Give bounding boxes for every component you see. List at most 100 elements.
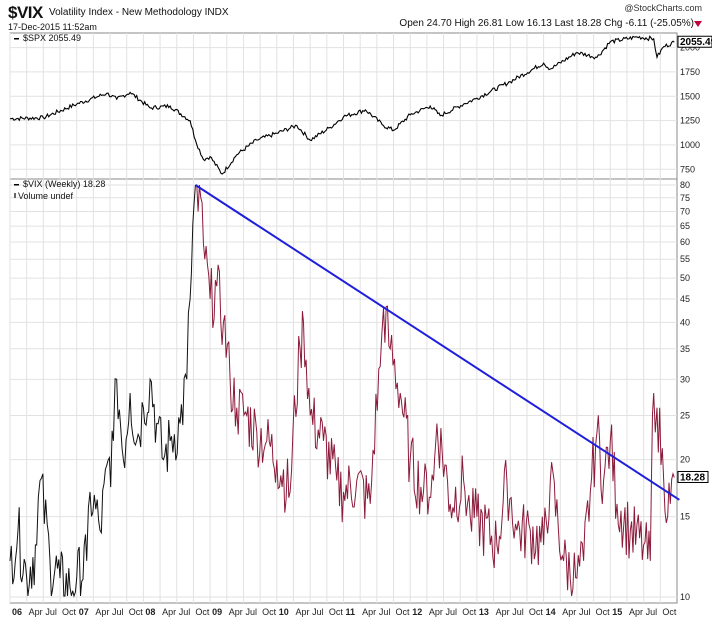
spx-series xyxy=(10,35,675,175)
vix-y-tick-label: 25 xyxy=(680,410,690,420)
vix-legend-label: $VIX (Weekly) 18.28 xyxy=(23,179,105,189)
chg-label: Chg xyxy=(604,18,623,29)
x-tick-label: 09 xyxy=(212,607,222,617)
spx-y-tick-label: 750 xyxy=(680,164,695,174)
volume-legend-label: Volume undef xyxy=(18,191,74,201)
x-tick-label: Apr xyxy=(295,607,309,617)
vix-y-tick-label: 15 xyxy=(680,512,690,522)
high-label: High xyxy=(454,18,476,29)
spx-y-ticks: 20001750150012501000750 xyxy=(680,43,700,175)
vix-legend-swatch xyxy=(14,184,19,186)
trendline xyxy=(194,184,680,501)
brand-label: @StockCharts.com xyxy=(624,3,702,13)
x-tick-label: Oct xyxy=(329,607,344,617)
x-tick-label: Apr xyxy=(429,607,443,617)
x-tick-label: Apr xyxy=(362,607,376,617)
open-label: Open xyxy=(399,18,424,29)
x-tick-label: Oct xyxy=(129,607,144,617)
spx-y-tick-label: 1750 xyxy=(680,67,700,77)
spx-legend: $SPX 2055.49 xyxy=(14,33,81,43)
low-label: Low xyxy=(505,18,525,29)
x-tick-label: Apr xyxy=(29,607,43,617)
spx-legend-label: $SPX 2055.49 xyxy=(23,33,81,43)
symbol-description: Volatility Index - New Methodology INDX xyxy=(49,7,229,18)
x-tick-label: Apr xyxy=(629,607,643,617)
spx-last-tag-label: 2055.49 xyxy=(680,37,712,48)
vix-grid xyxy=(9,179,677,603)
x-tick-label: Jul xyxy=(179,607,191,617)
x-tick-label: Jul xyxy=(379,607,391,617)
spx-line xyxy=(10,35,675,175)
x-tick-label: Jul xyxy=(579,607,591,617)
x-tick-label: Apr xyxy=(496,607,510,617)
x-tick-label: 08 xyxy=(145,607,155,617)
x-tick-label: Apr xyxy=(562,607,576,617)
spx-last-tag-box xyxy=(677,35,712,48)
vix-y-tick-label: 60 xyxy=(680,237,690,247)
vix-series xyxy=(9,184,675,598)
x-tick-label: Jul xyxy=(112,607,124,617)
vix-legend: $VIX (Weekly) 18.28 Volume undef xyxy=(14,179,105,201)
x-tick-label: Oct xyxy=(662,607,677,617)
x-tick-label: Oct xyxy=(462,607,477,617)
vix-last-tag: 18.28 xyxy=(677,470,709,483)
vix-y-tick-label: 80 xyxy=(680,180,690,190)
x-tick-label: Jul xyxy=(45,607,57,617)
x-tick-label: Jul xyxy=(446,607,458,617)
price-stats: Open 24.70 High 26.81 Low 16.13 Last 18.… xyxy=(399,18,694,29)
x-tick-label: 11 xyxy=(346,607,356,617)
vix-line-red xyxy=(195,184,675,597)
vix-y-tick-label: 35 xyxy=(680,344,690,354)
x-tick-label: Jul xyxy=(646,607,658,617)
open-value: 24.70 xyxy=(426,18,452,29)
high-value: 26.81 xyxy=(477,18,503,29)
x-tick-label: Jul xyxy=(512,607,524,617)
spx-y-tick-label: 1500 xyxy=(680,91,700,101)
x-tick-label: 14 xyxy=(546,607,556,617)
symbol-title: $VIX xyxy=(8,3,43,22)
x-tick-label: Oct xyxy=(396,607,411,617)
x-tick-label: Oct xyxy=(62,607,77,617)
x-tick-label: Oct xyxy=(596,607,611,617)
spx-grid xyxy=(9,33,677,179)
x-tick-label: Apr xyxy=(95,607,109,617)
vix-y-ticks: 80 75 70 65 60 55 50 45 40 35 30 25 20 15 10 xyxy=(680,180,690,602)
spx-y-tick-label: 1000 xyxy=(680,140,700,150)
vix-y-tick-label: 30 xyxy=(680,374,690,384)
vix-y-tick-label: 55 xyxy=(680,254,690,264)
trendline-series xyxy=(194,184,680,501)
volume-legend-swatch xyxy=(14,193,16,198)
x-tick-label: 13 xyxy=(479,607,489,617)
x-tick-label: Jul xyxy=(245,607,257,617)
vix-y-tick-label: 45 xyxy=(680,294,690,304)
vix-line-black xyxy=(9,184,196,598)
last-label: Last xyxy=(554,18,574,29)
spx-last-tag: 2055.49 xyxy=(677,35,712,48)
x-tick-label: 12 xyxy=(412,607,422,617)
vix-last-tag-box xyxy=(677,470,709,483)
x-tick-label: Oct xyxy=(529,607,544,617)
vix-y-tick-label: 75 xyxy=(680,193,690,203)
low-value: 16.13 xyxy=(526,18,552,29)
spx-y-tick-label: 1250 xyxy=(680,116,700,126)
x-tick-label: Apr xyxy=(229,607,243,617)
x-tick-label: Oct xyxy=(195,607,210,617)
vix-y-tick-label: 10 xyxy=(680,592,690,602)
vix-last-tag-label: 18.28 xyxy=(680,472,705,483)
spx-legend-swatch xyxy=(14,38,19,40)
last-value: 18.28 xyxy=(576,18,602,29)
x-tick-label: 15 xyxy=(612,607,622,617)
vix-y-tick-label: 40 xyxy=(680,317,690,327)
x-tick-label: Jul xyxy=(312,607,324,617)
x-tick-label: Apr xyxy=(162,607,176,617)
x-tick-label: 10 xyxy=(279,607,289,617)
x-axis-ticks: 06 Apr Jul Oct 07 Apr Jul Oct 08 Apr Jul Oct 09 Apr Ju… xyxy=(12,607,677,617)
vix-y-tick-label: 70 xyxy=(680,206,690,216)
x-tick-label: Oct xyxy=(262,607,277,617)
timestamp: 17-Dec-2015 11:52am xyxy=(8,22,97,32)
vix-y-tick-label: 65 xyxy=(680,221,690,231)
vix-y-tick-label: 50 xyxy=(680,273,690,283)
x-tick-label: 07 xyxy=(79,607,89,617)
chg-value: -6.11 (-25.05%) xyxy=(625,18,694,29)
